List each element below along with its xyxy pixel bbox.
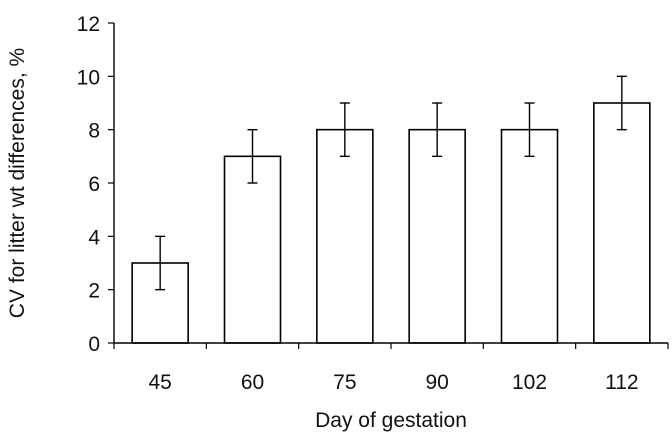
x-tick-label: 60 xyxy=(241,371,264,394)
y-tick-label: 2 xyxy=(88,280,100,303)
bar xyxy=(500,128,559,344)
bar xyxy=(408,128,466,344)
x-tick-label: 102 xyxy=(512,371,547,394)
y-tick-label: 4 xyxy=(88,226,100,249)
bar xyxy=(223,155,282,344)
y-tick-label: 6 xyxy=(88,173,100,196)
y-axis-label: CV for litter wt differences, % xyxy=(6,48,29,318)
y-tick-label: 8 xyxy=(88,120,100,143)
y-tick-label: 0 xyxy=(88,333,100,356)
y-tick-label: 10 xyxy=(77,66,100,89)
y-axis-ticks: 0 2 4 6 8 10 12 xyxy=(77,13,114,356)
error-bars-group xyxy=(155,75,627,291)
x-tick-label: 75 xyxy=(333,371,356,394)
x-axis-ticks: 45 60 75 90 102 112 xyxy=(113,343,669,394)
x-tick-label: 112 xyxy=(605,371,638,394)
x-tick-label: 90 xyxy=(425,371,448,394)
y-tick-label: 12 xyxy=(77,13,100,36)
bar xyxy=(316,128,374,344)
bars-group xyxy=(131,102,651,344)
x-axis-label: Day of gestation xyxy=(315,409,467,432)
bar xyxy=(593,102,651,344)
x-tick-label: 45 xyxy=(148,371,171,394)
